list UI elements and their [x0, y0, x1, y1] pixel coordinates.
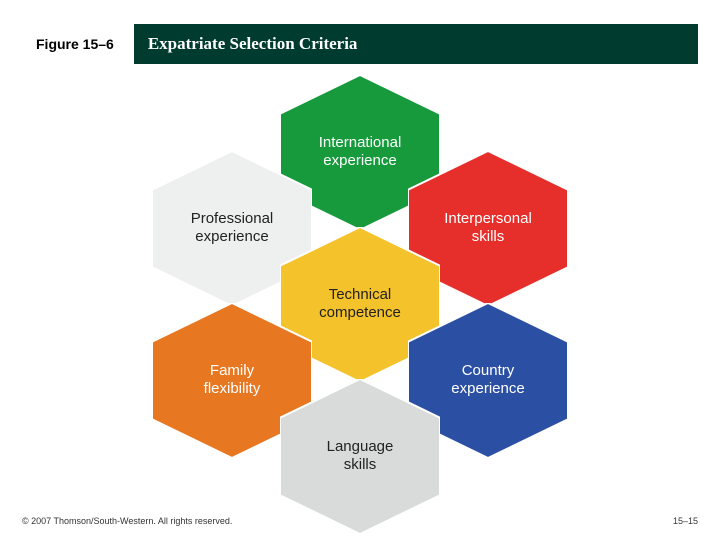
hexagon-diagram: International experience Professional exp…	[0, 84, 720, 484]
hex-label: Language skills	[319, 438, 402, 474]
copyright-text: © 2007 Thomson/South-Western. All rights…	[22, 516, 232, 526]
figure-title: Expatriate Selection Criteria	[134, 24, 698, 64]
hex-label: Technical competence	[311, 286, 409, 322]
hex-label: Professional experience	[183, 210, 282, 246]
hex-label: International experience	[311, 134, 410, 170]
page-number: 15–15	[673, 516, 698, 526]
hex-lang-skills: Language skills	[280, 406, 440, 506]
hex-label: Family flexibility	[196, 362, 269, 398]
hex-label: Country experience	[443, 362, 532, 398]
hex-label: Interpersonal skills	[436, 210, 540, 246]
figure-label: Figure 15–6	[22, 24, 134, 64]
header-bar: Figure 15–6 Expatriate Selection Criteri…	[22, 24, 698, 64]
